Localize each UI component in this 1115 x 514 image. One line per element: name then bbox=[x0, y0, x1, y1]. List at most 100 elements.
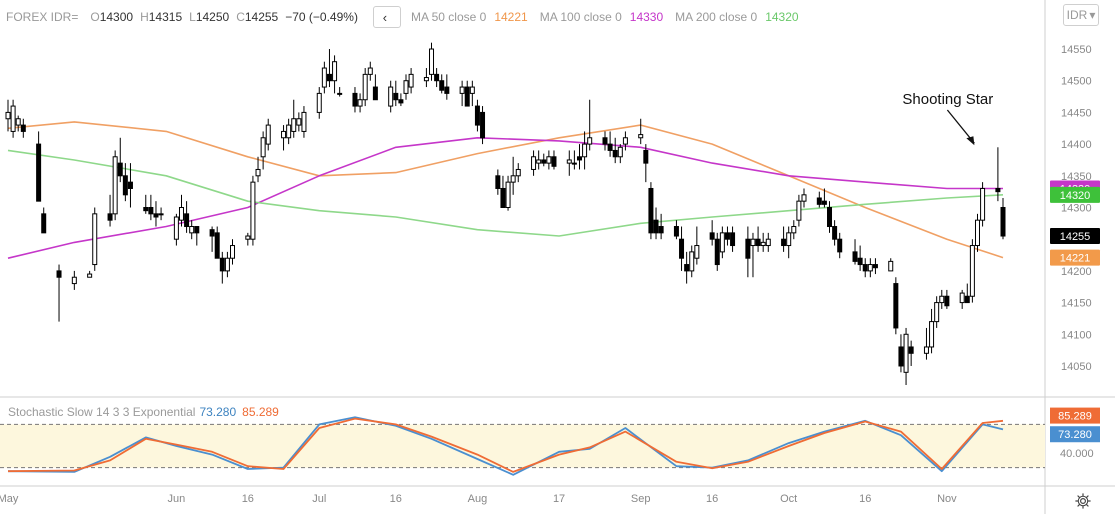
candle-body bbox=[980, 187, 986, 221]
candle-body bbox=[122, 175, 128, 196]
candle-body bbox=[510, 175, 516, 183]
stochastic-label: Stochastic Slow 14 3 3 Exponential bbox=[8, 405, 196, 419]
candle-body bbox=[781, 238, 787, 247]
annotation-label: Shooting Star bbox=[902, 91, 993, 108]
candle-body bbox=[316, 92, 322, 113]
candle-body bbox=[15, 118, 21, 126]
candle-body bbox=[326, 73, 332, 82]
candle-body bbox=[286, 124, 292, 139]
currency-button[interactable]: IDR ▾ bbox=[1063, 4, 1099, 26]
x-tick-label: Aug bbox=[468, 493, 488, 505]
candle-body bbox=[643, 149, 649, 164]
candle-body bbox=[832, 226, 838, 240]
candle-body bbox=[224, 257, 230, 272]
candle-body bbox=[250, 181, 256, 240]
candle-body bbox=[602, 137, 608, 145]
candle-body bbox=[867, 264, 873, 272]
candle-body bbox=[862, 264, 868, 272]
candle-body bbox=[827, 207, 833, 228]
candle-body bbox=[653, 219, 659, 234]
candle-body bbox=[189, 226, 195, 234]
y-tick-label: 14550 bbox=[1061, 44, 1092, 56]
candle-body bbox=[321, 67, 327, 88]
candle-body bbox=[638, 134, 644, 139]
stochastic-line-d bbox=[7, 417, 1004, 473]
candle-body bbox=[837, 238, 843, 253]
candle-body bbox=[423, 77, 429, 82]
candle-body bbox=[434, 73, 440, 82]
ma200-label: MA 200 close 0 bbox=[675, 10, 758, 24]
candle-body bbox=[41, 213, 47, 234]
candle-body bbox=[612, 149, 618, 158]
y-tick-label: 14450 bbox=[1061, 107, 1092, 119]
candle-body bbox=[929, 321, 935, 348]
candle-body bbox=[255, 168, 261, 177]
chart-header: FOREX IDR= O 14300 H 14315 L 14250 C 142… bbox=[6, 6, 803, 28]
candle-body bbox=[939, 295, 945, 304]
x-tick-label: Nov bbox=[937, 493, 957, 505]
candle-body bbox=[888, 260, 894, 272]
x-tick-label: 16 bbox=[390, 493, 402, 505]
candle-body bbox=[673, 226, 679, 237]
change-value: −70 (−0.49%) bbox=[285, 10, 358, 24]
price-label: 14221 bbox=[1060, 253, 1091, 265]
candle-body bbox=[969, 245, 975, 297]
candle-body bbox=[398, 99, 404, 104]
high-value: 14315 bbox=[148, 10, 183, 24]
price-label-box bbox=[1050, 249, 1100, 266]
x-tick-label: 17 bbox=[553, 493, 565, 505]
candle-body bbox=[857, 257, 863, 266]
price-label: 14320 bbox=[1060, 190, 1091, 202]
gear-icon[interactable] bbox=[1074, 492, 1092, 510]
candle-body bbox=[582, 143, 588, 158]
candle-body bbox=[566, 159, 572, 164]
stochastic-value-box bbox=[1050, 407, 1100, 424]
low-value: 14250 bbox=[195, 10, 230, 24]
candle-body bbox=[893, 283, 899, 329]
candle-body bbox=[587, 137, 593, 145]
candle-body bbox=[546, 156, 552, 164]
candle-body bbox=[571, 162, 577, 165]
candle-body bbox=[791, 226, 797, 234]
candle-body bbox=[296, 118, 302, 126]
candle-body bbox=[694, 245, 700, 259]
candle-body bbox=[724, 232, 730, 240]
candle-body bbox=[92, 213, 98, 266]
y-tick-label: 14050 bbox=[1061, 361, 1092, 373]
candle-body bbox=[127, 181, 133, 189]
open-value: 14300 bbox=[99, 10, 134, 24]
ma100-value: 14330 bbox=[629, 10, 664, 24]
candle-body bbox=[480, 111, 486, 139]
candle-body bbox=[974, 219, 980, 247]
candle-body bbox=[908, 346, 914, 354]
candle-body bbox=[995, 187, 1001, 193]
candle-body bbox=[362, 73, 368, 101]
candle-body bbox=[531, 156, 537, 170]
ma-line-ma200 bbox=[7, 149, 1004, 237]
candle-body bbox=[301, 111, 307, 132]
candle-body bbox=[5, 111, 11, 120]
ma50-label: MA 50 close 0 bbox=[410, 10, 487, 24]
candle-body bbox=[730, 232, 736, 247]
candle-body bbox=[439, 80, 445, 91]
candle-body bbox=[934, 302, 940, 323]
candle-body bbox=[576, 156, 582, 161]
candle-body bbox=[755, 238, 761, 247]
stochastic-y-tick: 40.000 bbox=[1060, 448, 1094, 460]
candle-body bbox=[709, 232, 715, 240]
candle-body bbox=[367, 67, 373, 75]
candle-body bbox=[337, 92, 343, 95]
x-tick-label: Oct bbox=[780, 493, 797, 505]
candle-body bbox=[541, 159, 547, 164]
candle-body bbox=[107, 213, 113, 221]
candle-body bbox=[260, 137, 266, 158]
candle-body bbox=[617, 146, 623, 158]
candle-body bbox=[959, 292, 965, 304]
collapse-legend-button[interactable]: ‹ bbox=[372, 6, 401, 28]
candle-body bbox=[469, 86, 475, 94]
candle-body bbox=[536, 159, 542, 164]
candle-body bbox=[173, 216, 179, 240]
close-label: C bbox=[236, 10, 245, 24]
candle-body bbox=[648, 187, 654, 234]
